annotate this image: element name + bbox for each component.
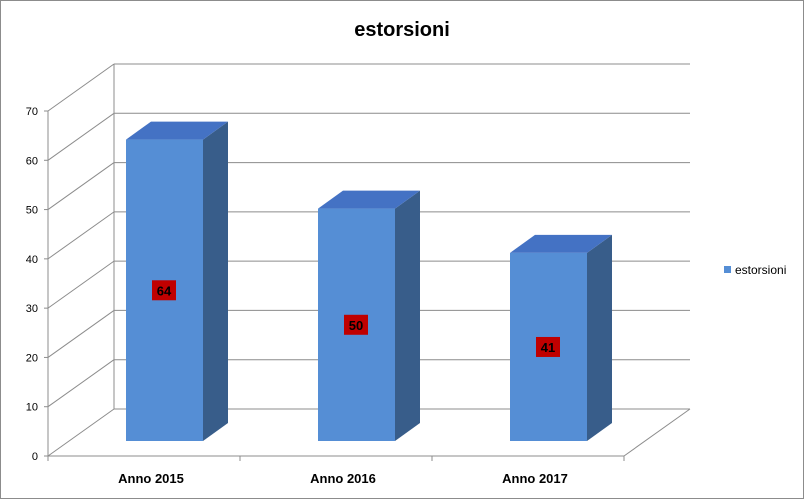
bar-side-face (395, 190, 420, 441)
bar-2: 50 (318, 190, 420, 441)
y-tick-label: 0 (32, 451, 38, 463)
gridline-depth (47, 408, 115, 457)
bar-side-face (587, 234, 612, 441)
legend-label: estorsioni (735, 263, 786, 277)
data-label: 41 (541, 340, 555, 355)
chart-walls (47, 64, 691, 457)
y-tick-label: 30 (26, 303, 38, 315)
chart-title: estorsioni (354, 19, 450, 41)
gridline-depth (47, 63, 115, 112)
data-label-box (536, 336, 560, 357)
x-axis-categories: Anno 2015 Anno 2016 Anno 2017 (118, 471, 568, 486)
x-category-label: Anno 2017 (502, 471, 568, 486)
bar-top-face (510, 234, 612, 253)
legend-swatch (724, 266, 731, 273)
bar-1: 64 (126, 121, 228, 442)
data-label: 64 (157, 283, 172, 298)
y-axis-ticks: 0 10 20 30 40 50 60 70 (26, 106, 38, 463)
legend: estorsioni (724, 263, 786, 277)
bar-top-face (126, 121, 228, 140)
gridline-depth (47, 359, 115, 408)
data-label-box (344, 314, 368, 335)
gridline-depth (47, 260, 115, 309)
y-tick-label: 20 (26, 352, 38, 364)
data-label-box (152, 280, 176, 301)
bar-3: 41 (510, 234, 612, 441)
y-tick-label: 40 (26, 254, 38, 266)
bar-top-face (318, 190, 420, 209)
gridline-depth (47, 211, 115, 260)
gridline-depth (47, 112, 115, 161)
bar-side-face (203, 121, 228, 442)
y-tick-label: 60 (26, 155, 38, 167)
x-category-label: Anno 2015 (118, 471, 184, 486)
y-tick-label: 50 (26, 205, 38, 217)
gridline-depth (47, 162, 115, 210)
gridline-depth (47, 310, 115, 358)
y-tick-label: 70 (26, 106, 38, 118)
data-label: 50 (349, 318, 363, 333)
y-tick-label: 10 (26, 402, 38, 414)
floor-right-edge (623, 408, 691, 457)
x-category-label: Anno 2016 (310, 471, 376, 486)
bars: 64 50 41 (126, 121, 612, 442)
